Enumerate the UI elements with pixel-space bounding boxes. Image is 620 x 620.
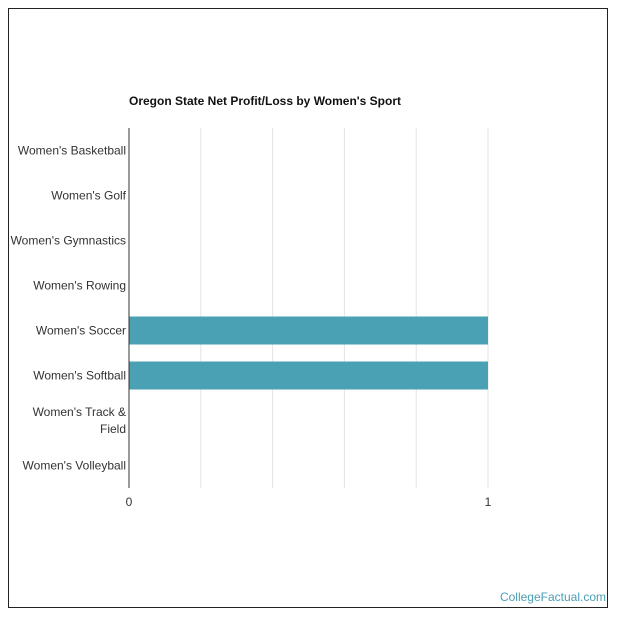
y-tick-label: Women's Volleyball bbox=[22, 458, 126, 472]
bar bbox=[129, 316, 488, 345]
y-tick-label: Women's Rowing bbox=[33, 278, 126, 292]
y-tick-label: Women's Gymnastics bbox=[10, 233, 126, 247]
y-tick-label: Women's Track & Field bbox=[32, 404, 126, 436]
chart-title: Oregon State Net Profit/Loss by Women's … bbox=[129, 94, 401, 108]
y-tick-label: Women's Basketball bbox=[17, 143, 126, 157]
x-tick-label: 0 bbox=[126, 495, 133, 509]
chart-frame bbox=[8, 8, 608, 608]
y-tick-label: Women's Soccer bbox=[35, 323, 126, 337]
source-credit[interactable]: CollegeFactual.com bbox=[499, 590, 606, 604]
y-tick-label: Women's Softball bbox=[33, 368, 126, 382]
bar bbox=[129, 361, 488, 390]
x-tick-label: 1 bbox=[485, 495, 492, 509]
y-tick-label: Women's Golf bbox=[51, 188, 126, 202]
